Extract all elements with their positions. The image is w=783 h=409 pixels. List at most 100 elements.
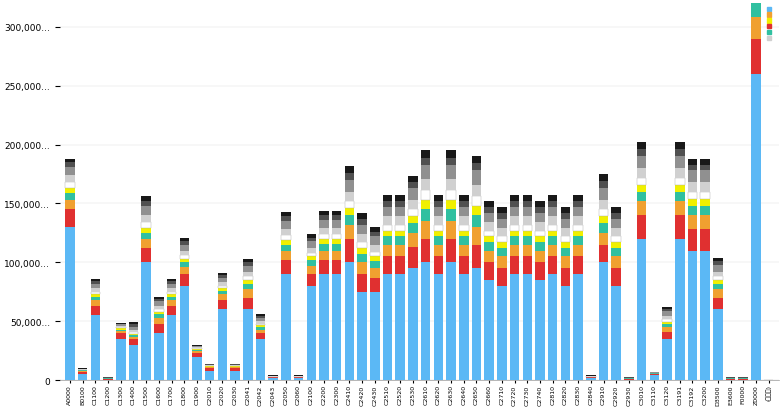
- Bar: [179, 251, 189, 256]
- Bar: [307, 249, 316, 253]
- Bar: [485, 263, 494, 280]
- Bar: [599, 175, 608, 182]
- Bar: [281, 212, 290, 217]
- Bar: [446, 263, 456, 380]
- Bar: [446, 239, 456, 263]
- Bar: [192, 346, 202, 348]
- Bar: [700, 159, 710, 165]
- Bar: [446, 158, 456, 165]
- Bar: [319, 220, 329, 229]
- Bar: [383, 217, 392, 225]
- Bar: [281, 217, 290, 222]
- Bar: [65, 159, 74, 163]
- Bar: [192, 351, 202, 353]
- Bar: [459, 196, 468, 202]
- Bar: [687, 230, 697, 251]
- Bar: [408, 247, 417, 269]
- Bar: [612, 286, 621, 380]
- Bar: [154, 301, 164, 306]
- Bar: [319, 274, 329, 380]
- Bar: [243, 263, 253, 266]
- Bar: [434, 202, 443, 207]
- Bar: [218, 294, 227, 300]
- Bar: [142, 239, 151, 249]
- Bar: [510, 237, 519, 245]
- Bar: [713, 258, 723, 261]
- Bar: [637, 202, 647, 216]
- Bar: [485, 223, 494, 231]
- Bar: [637, 178, 647, 185]
- Bar: [561, 269, 570, 286]
- Bar: [536, 207, 545, 213]
- Bar: [65, 168, 74, 176]
- Bar: [154, 324, 164, 333]
- Bar: [599, 245, 608, 263]
- Bar: [269, 378, 278, 380]
- Bar: [281, 261, 290, 274]
- Bar: [281, 251, 290, 261]
- Bar: [116, 324, 125, 326]
- Bar: [536, 280, 545, 380]
- Bar: [522, 257, 532, 274]
- Bar: [370, 227, 380, 232]
- Bar: [192, 353, 202, 357]
- Bar: [459, 245, 468, 257]
- Bar: [281, 236, 290, 240]
- Bar: [230, 365, 240, 366]
- Bar: [218, 283, 227, 286]
- Bar: [548, 225, 557, 231]
- Bar: [128, 327, 139, 330]
- Bar: [471, 185, 482, 197]
- Bar: [548, 202, 557, 207]
- Bar: [713, 284, 723, 290]
- Bar: [471, 164, 482, 171]
- Bar: [179, 245, 189, 251]
- Bar: [573, 207, 583, 217]
- Bar: [662, 322, 672, 324]
- Bar: [675, 185, 684, 192]
- Bar: [230, 367, 240, 369]
- Bar: [91, 289, 100, 292]
- Bar: [307, 286, 316, 380]
- Bar: [662, 327, 672, 332]
- Bar: [243, 259, 253, 263]
- Bar: [116, 327, 125, 328]
- Bar: [91, 279, 100, 281]
- Bar: [319, 229, 329, 234]
- Bar: [650, 375, 659, 380]
- Bar: [434, 196, 443, 202]
- Bar: [154, 315, 164, 318]
- Bar: [307, 253, 316, 257]
- Bar: [205, 365, 215, 366]
- Bar: [370, 261, 380, 269]
- Bar: [154, 333, 164, 380]
- Bar: [713, 290, 723, 298]
- Bar: [510, 245, 519, 257]
- Bar: [395, 231, 405, 237]
- Bar: [497, 213, 507, 219]
- Bar: [637, 169, 647, 178]
- Bar: [243, 280, 253, 284]
- Bar: [510, 217, 519, 225]
- Bar: [345, 216, 354, 225]
- Bar: [700, 171, 710, 183]
- Bar: [167, 300, 176, 306]
- Bar: [612, 219, 621, 229]
- Bar: [307, 234, 316, 238]
- Bar: [154, 310, 164, 312]
- Bar: [179, 242, 189, 245]
- Bar: [345, 202, 354, 209]
- Bar: [78, 370, 88, 371]
- Bar: [497, 249, 507, 257]
- Bar: [408, 183, 417, 189]
- Bar: [434, 231, 443, 237]
- Bar: [116, 326, 125, 327]
- Bar: [269, 377, 278, 378]
- Bar: [383, 245, 392, 257]
- Bar: [612, 269, 621, 286]
- Bar: [142, 206, 151, 216]
- Bar: [536, 231, 545, 237]
- Bar: [370, 237, 380, 245]
- Bar: [370, 232, 380, 237]
- Bar: [548, 257, 557, 274]
